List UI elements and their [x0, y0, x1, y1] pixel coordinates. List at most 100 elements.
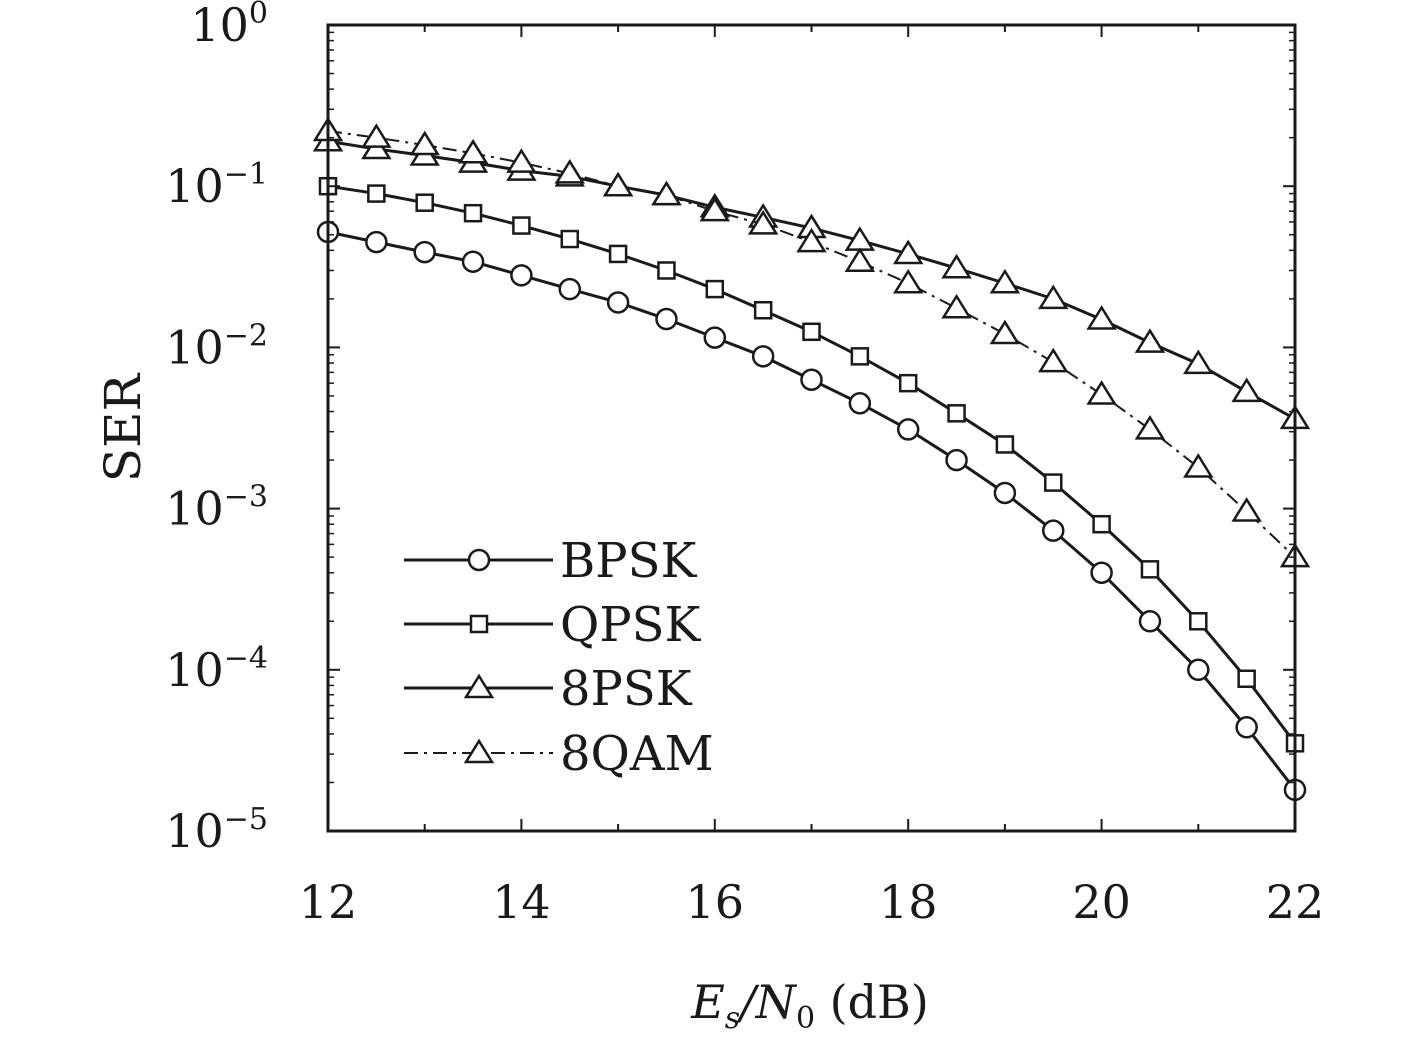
point-8qam: [989, 319, 1021, 345]
x-tick-label: 20: [1072, 875, 1131, 929]
point-bpsk: [945, 448, 968, 472]
point-8qam: [1038, 347, 1069, 373]
point-bpsk: [1187, 658, 1210, 682]
legend-marker-bpsk: [467, 548, 491, 572]
point-8psk: [1038, 284, 1069, 310]
point-bpsk: [751, 345, 775, 368]
point-qpsk: [1237, 669, 1256, 688]
point-8qam: [941, 293, 972, 319]
legend-label-bpsk: BPSK: [560, 533, 697, 589]
legend-label-qpsk: QPSK: [560, 597, 702, 653]
y-tick-label: 10−2: [165, 318, 268, 374]
point-bpsk: [606, 291, 630, 314]
point-bpsk: [1235, 716, 1258, 739]
point-8qam: [457, 138, 489, 164]
x-label-main: E: [690, 975, 725, 1029]
point-qpsk: [657, 261, 676, 280]
point-8qam: [409, 130, 440, 156]
point-bpsk: [800, 368, 823, 391]
point-bpsk: [1042, 519, 1065, 542]
point-8qam: [699, 196, 731, 222]
plot-area: [312, 116, 1311, 802]
legend-label-8qam: 8QAM: [560, 726, 714, 782]
point-8qam: [361, 123, 392, 148]
x-label-mid: /N: [736, 975, 797, 1029]
point-8psk: [1183, 349, 1214, 375]
series-qpsk: [318, 176, 1305, 753]
x-tick-label: 12: [299, 875, 358, 929]
point-8qam: [747, 209, 779, 235]
x-label-tail: (dB): [815, 975, 929, 1029]
point-8psk: [1086, 305, 1117, 330]
series-bpsk: [316, 220, 1307, 802]
point-8qam: [651, 180, 682, 206]
y-tick-label: 10−3: [165, 480, 268, 536]
point-bpsk: [993, 481, 1017, 505]
legend-marker-8qam: [463, 738, 495, 764]
point-bpsk: [461, 250, 485, 273]
axes: 12 14 16 18 20 22 100 10−1 10−2 10−3 10−4 10−5: [165, 0, 1324, 929]
point-8qam: [796, 227, 827, 253]
point-bpsk: [703, 326, 727, 349]
point-qpsk: [415, 193, 434, 212]
legend: BPSK QPSK 8PSK 8QAM: [404, 533, 714, 782]
point-bpsk: [510, 264, 533, 287]
point-qpsk: [512, 216, 531, 235]
x-tick-label: 18: [879, 875, 938, 929]
point-bpsk: [848, 392, 872, 415]
point-8qam: [602, 171, 634, 197]
point-qpsk: [367, 184, 386, 203]
series-8qam: [312, 116, 1311, 568]
point-bpsk: [1138, 610, 1162, 633]
point-qpsk: [753, 301, 773, 320]
point-qpsk: [898, 373, 918, 393]
point-qpsk: [802, 322, 821, 342]
legend-marker-8psk: [463, 673, 495, 699]
point-qpsk: [1044, 473, 1063, 492]
point-8psk: [1134, 328, 1166, 353]
point-qpsk: [1189, 612, 1208, 631]
point-bpsk: [896, 418, 920, 441]
point-8qam: [892, 268, 924, 294]
point-bpsk: [1090, 561, 1113, 584]
point-8qam: [1086, 380, 1117, 405]
point-qpsk: [1092, 514, 1111, 534]
point-8psk: [941, 253, 972, 279]
legend-marker-qpsk: [469, 614, 489, 634]
point-8qam: [506, 148, 537, 173]
point-qpsk: [947, 404, 966, 423]
x-label-sub2: 0: [796, 1001, 815, 1036]
point-8qam: [554, 159, 585, 184]
point-qpsk: [1140, 560, 1160, 579]
point-8qam: [1134, 415, 1166, 440]
point-bpsk: [365, 230, 388, 254]
x-tick-label: 14: [492, 875, 551, 929]
point-8psk: [892, 239, 924, 265]
point-8qam: [1183, 453, 1214, 478]
legend-label-8psk: 8PSK: [560, 661, 693, 717]
y-tick-label: 100: [190, 0, 268, 52]
point-qpsk: [608, 244, 628, 264]
y-tick-label: 10−1: [165, 157, 268, 213]
y-axis-label: SER: [94, 372, 152, 482]
point-8psk: [989, 268, 1021, 294]
y-tick-label: 10−4: [165, 641, 268, 697]
y-tick-label: 10−5: [165, 802, 268, 858]
point-qpsk: [463, 203, 483, 223]
point-bpsk: [413, 240, 436, 264]
point-8qam: [1231, 497, 1262, 522]
point-qpsk: [705, 279, 725, 299]
x-tick-label: 16: [686, 875, 745, 929]
point-8psk: [1231, 377, 1262, 403]
point-bpsk: [558, 277, 581, 301]
point-bpsk: [655, 307, 678, 331]
point-qpsk: [560, 229, 579, 249]
x-label-sub1: s: [725, 1001, 740, 1036]
series-bpsk-line: [327, 230, 1297, 791]
x-tick-label: 22: [1266, 875, 1325, 929]
point-qpsk: [995, 435, 1015, 454]
point-8qam: [844, 247, 876, 272]
x-axis-label: Es/N0 (dB): [690, 975, 929, 1036]
point-qpsk: [850, 347, 870, 366]
